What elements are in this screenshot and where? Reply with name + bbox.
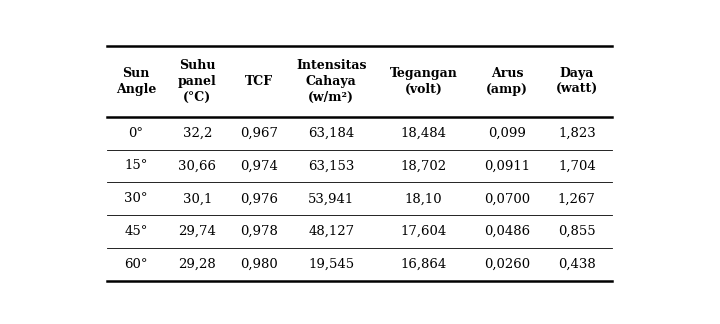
Text: 63,184: 63,184 [308,127,354,140]
Text: 19,545: 19,545 [308,258,354,271]
Text: 0,980: 0,980 [240,258,278,271]
Text: 1,823: 1,823 [558,127,595,140]
Text: 17,604: 17,604 [400,225,446,238]
Text: 18,702: 18,702 [400,159,446,172]
Text: 0,0260: 0,0260 [484,258,530,271]
Text: 0,967: 0,967 [240,127,278,140]
Text: 0,855: 0,855 [558,225,595,238]
Text: 29,28: 29,28 [179,258,216,271]
Text: 0,0486: 0,0486 [484,225,530,238]
Text: 29,74: 29,74 [179,225,216,238]
Text: 60°: 60° [125,258,148,271]
Text: 45°: 45° [125,225,148,238]
Text: 0,438: 0,438 [558,258,595,271]
Text: 63,153: 63,153 [308,159,354,172]
Text: Tegangan
(volt): Tegangan (volt) [390,67,457,96]
Text: Daya
(watt): Daya (watt) [556,67,598,96]
Text: 1,704: 1,704 [558,159,595,172]
Text: 0°: 0° [129,127,143,140]
Text: 16,864: 16,864 [400,258,446,271]
Text: TCF: TCF [245,75,273,88]
Text: 30°: 30° [125,192,148,205]
Text: 32,2: 32,2 [183,127,212,140]
Text: 30,1: 30,1 [183,192,212,205]
Text: 15°: 15° [125,159,148,172]
Text: Suhu
panel
(°C): Suhu panel (°C) [178,59,217,104]
Text: 0,099: 0,099 [488,127,526,140]
Text: 0,976: 0,976 [240,192,278,205]
Text: 0,974: 0,974 [240,159,278,172]
Text: Sun
Angle: Sun Angle [116,67,156,96]
Text: 18,10: 18,10 [405,192,442,205]
Text: 30,66: 30,66 [179,159,217,172]
Text: Intensitas
Cahaya
(w/m²): Intensitas Cahaya (w/m²) [296,59,366,104]
Text: 0,0700: 0,0700 [484,192,530,205]
Text: 0,978: 0,978 [240,225,278,238]
Text: Arus
(amp): Arus (amp) [486,67,528,96]
Text: 0,0911: 0,0911 [484,159,530,172]
Text: 1,267: 1,267 [558,192,595,205]
Text: 48,127: 48,127 [308,225,354,238]
Text: 53,941: 53,941 [308,192,354,205]
Text: 18,484: 18,484 [400,127,446,140]
